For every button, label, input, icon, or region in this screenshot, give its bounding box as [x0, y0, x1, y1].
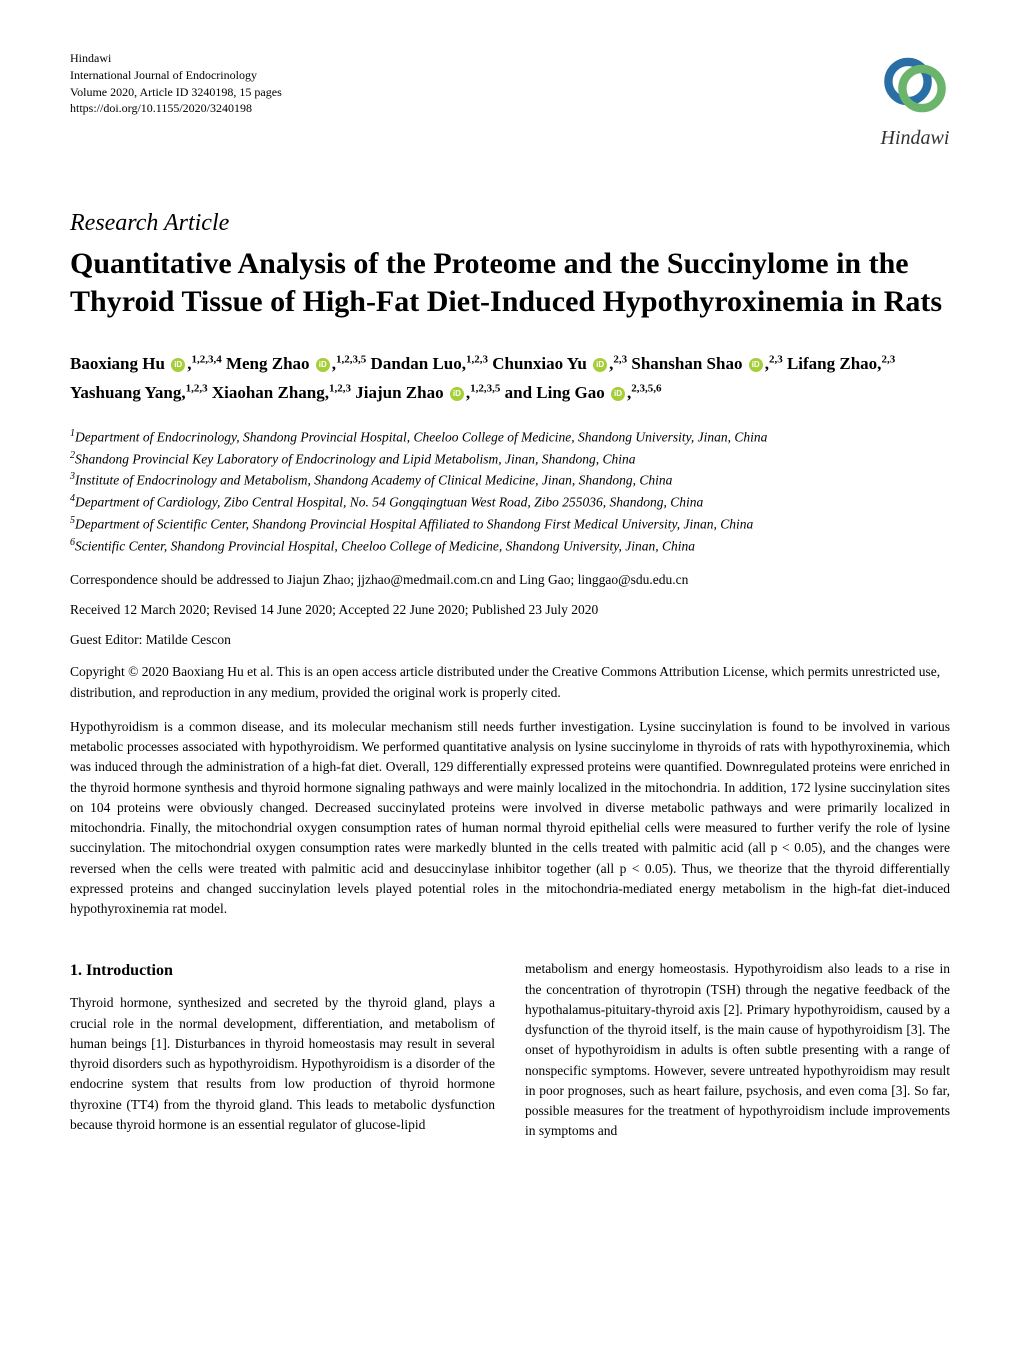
section-heading-introduction: 1. Introduction: [70, 959, 495, 983]
affiliation-line: 6Scientific Center, Shandong Provincial …: [70, 535, 950, 557]
affiliation-text: Shandong Provincial Key Laboratory of En…: [75, 451, 635, 466]
dates-line: Received 12 March 2020; Revised 14 June …: [70, 602, 950, 618]
journal-meta: Hindawi International Journal of Endocri…: [70, 50, 282, 117]
affiliation-line: 3Institute of Endocrinology and Metaboli…: [70, 469, 950, 491]
author-name: Chunxiao Yu: [492, 354, 587, 373]
author-affiliation-sup: 1,2,3: [466, 353, 488, 365]
intro-text-right: metabolism and energy homeostasis. Hypot…: [525, 959, 950, 1141]
affiliation-line: 5Department of Scientific Center, Shando…: [70, 513, 950, 535]
author-name: Lifang Zhao,: [787, 354, 881, 373]
author-affiliation-sup: 1,2,3,5: [470, 382, 500, 394]
abstract-text: Hypothyroidism is a common disease, and …: [70, 717, 950, 920]
volume-line: Volume 2020, Article ID 3240198, 15 page…: [70, 84, 282, 101]
author-name: Baoxiang Hu: [70, 354, 165, 373]
correspondence-line: Correspondence should be addressed to Ji…: [70, 572, 950, 588]
author-name: Meng Zhao: [226, 354, 310, 373]
guest-editor-line: Guest Editor: Matilde Cescon: [70, 632, 950, 648]
affiliation-text: Department of Scientific Center, Shandon…: [75, 516, 753, 531]
orcid-icon: [450, 387, 464, 401]
author-name: Xiaohan Zhang,: [212, 383, 329, 402]
publisher-logo: Hindawi: [880, 50, 950, 150]
publisher-name: Hindawi: [70, 50, 282, 67]
hindawi-rings-icon: [880, 50, 950, 125]
article-type: Research Article: [70, 210, 950, 237]
orcid-icon: [171, 358, 185, 372]
doi-line: https://doi.org/10.1155/2020/3240198: [70, 100, 282, 117]
orcid-icon: [316, 358, 330, 372]
author-affiliation-sup: 1,2,3,4: [191, 353, 221, 365]
column-right: metabolism and energy homeostasis. Hypot…: [525, 959, 950, 1141]
author-name: Dandan Luo,: [371, 354, 466, 373]
author-affiliation-sup: 2,3: [769, 353, 783, 365]
orcid-icon: [593, 358, 607, 372]
author-name: Yashuang Yang,: [70, 383, 186, 402]
orcid-icon: [611, 387, 625, 401]
affiliation-line: 2Shandong Provincial Key Laboratory of E…: [70, 448, 950, 470]
author-affiliation-sup: 2,3: [613, 353, 627, 365]
author-name: Jiajun Zhao: [355, 383, 443, 402]
author-affiliation-sup: 1,2,3: [329, 382, 351, 394]
column-left: 1. Introduction Thyroid hormone, synthes…: [70, 959, 495, 1141]
journal-name: International Journal of Endocrinology: [70, 67, 282, 84]
affiliation-text: Scientific Center, Shandong Provincial H…: [75, 538, 695, 553]
body-columns: 1. Introduction Thyroid hormone, synthes…: [70, 959, 950, 1141]
publisher-logo-text: Hindawi: [881, 127, 950, 150]
affiliation-line: 4Department of Cardiology, Zibo Central …: [70, 491, 950, 513]
affiliation-list: 1Department of Endocrinology, Shandong P…: [70, 426, 950, 557]
copyright-notice: Copyright © 2020 Baoxiang Hu et al. This…: [70, 662, 950, 703]
author-list: Baoxiang Hu ,1,2,3,4 Meng Zhao ,1,2,3,5 …: [70, 350, 950, 408]
author-affiliation-sup: 1,2,3: [186, 382, 208, 394]
affiliation-text: Institute of Endocrinology and Metabolis…: [75, 473, 672, 488]
affiliation-text: Department of Endocrinology, Shandong Pr…: [75, 429, 767, 444]
author-name: Shanshan Shao: [631, 354, 742, 373]
orcid-icon: [749, 358, 763, 372]
article-title: Quantitative Analysis of the Proteome an…: [70, 245, 950, 320]
affiliation-text: Department of Cardiology, Zibo Central H…: [75, 495, 703, 510]
page-header: Hindawi International Journal of Endocri…: [70, 50, 950, 150]
author-name: Ling Gao: [536, 383, 605, 402]
affiliation-line: 1Department of Endocrinology, Shandong P…: [70, 426, 950, 448]
intro-text-left: Thyroid hormone, synthesized and secrete…: [70, 993, 495, 1135]
author-affiliation-sup: 2,3,5,6: [631, 382, 661, 394]
author-affiliation-sup: 2,3: [881, 353, 895, 365]
author-affiliation-sup: 1,2,3,5: [336, 353, 366, 365]
